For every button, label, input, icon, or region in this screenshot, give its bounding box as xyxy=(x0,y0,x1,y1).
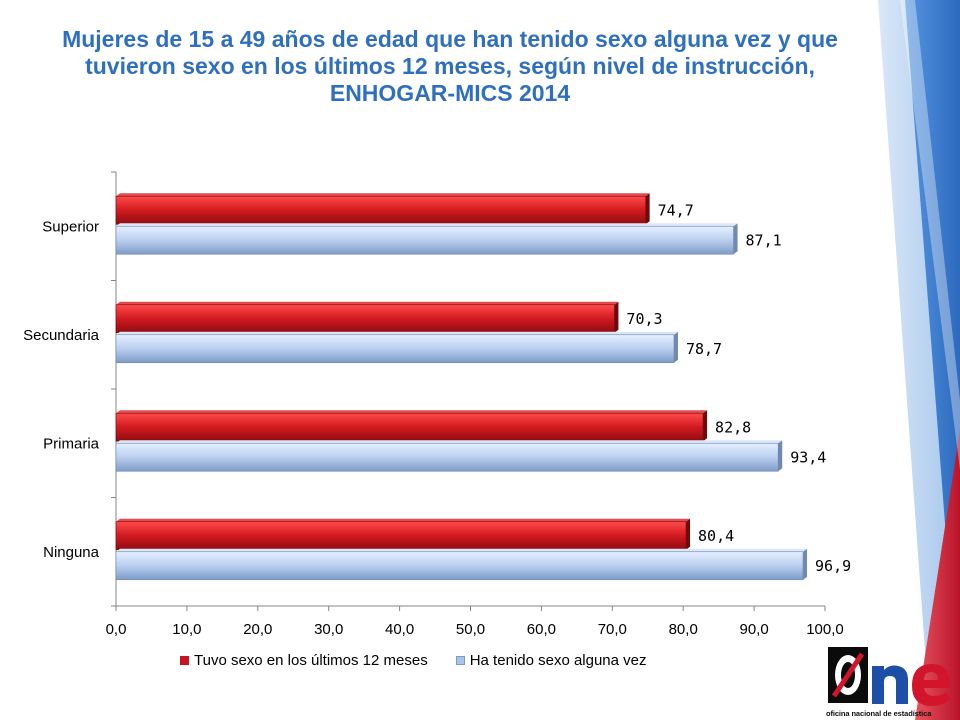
data-label: 74,7 xyxy=(658,201,694,219)
bar-top xyxy=(116,193,650,197)
bar-depth xyxy=(614,301,619,333)
legend-label: Tuvo sexo en los últimos 12 meses xyxy=(194,652,428,669)
bar-ha-tenido-sexo xyxy=(115,334,675,364)
data-label: 87,1 xyxy=(746,231,782,249)
x-tick-label: 60,0 xyxy=(527,621,556,638)
logo-caption: oficina nacional de estadística xyxy=(826,709,932,718)
bar-depth xyxy=(645,193,650,225)
data-label: 93,4 xyxy=(790,448,826,466)
x-tick-label: 90,0 xyxy=(739,621,768,638)
x-tick-label: 70,0 xyxy=(598,621,627,638)
bar-top xyxy=(116,410,708,414)
bar-tuvo-sexo-12-meses xyxy=(115,412,704,442)
category-label: Superior xyxy=(42,218,99,235)
legend-label: Ha tenido sexo alguna vez xyxy=(469,652,647,669)
x-tick-label: 30,0 xyxy=(314,621,343,638)
bar-tuvo-sexo-12-meses xyxy=(115,195,646,225)
plot-area: 0,0 10,0 20,0 30,0 40,0 50,0 60,0 70,0 80,0 90,0 1… xyxy=(23,171,851,638)
bar-depth xyxy=(733,223,738,255)
x-tick-label: 80,0 xyxy=(669,621,698,638)
category-label: Primaria xyxy=(43,435,99,452)
bar-top xyxy=(116,440,783,444)
data-label: 78,7 xyxy=(686,340,722,358)
legend-item-series-1: Tuvo sexo en los últimos 12 meses xyxy=(180,652,428,669)
bar-top xyxy=(116,223,738,227)
bar-depth xyxy=(778,440,783,472)
data-label: 96,9 xyxy=(815,557,851,575)
legend: Tuvo sexo en los últimos 12 meses Ha ten… xyxy=(180,652,647,669)
bar-ha-tenido-sexo xyxy=(115,442,779,472)
x-tick-label: 40,0 xyxy=(385,621,414,638)
x-tick-label: 10,0 xyxy=(172,621,201,638)
x-tick-label: 20,0 xyxy=(243,621,272,638)
bar-depth xyxy=(703,410,708,442)
bar-ha-tenido-sexo xyxy=(115,225,734,255)
bar-top xyxy=(116,518,691,522)
legend-item-series-2: Ha tenido sexo alguna vez xyxy=(455,652,647,669)
chart-title: Mujeres de 15 a 49 años de edad que han … xyxy=(62,26,838,106)
bar-top xyxy=(116,301,619,305)
bar-depth xyxy=(686,518,691,550)
x-tick-label: 100,0 xyxy=(806,621,844,638)
category-label: Ninguna xyxy=(43,544,100,561)
data-label: 82,8 xyxy=(715,418,751,436)
decorative-stripes xyxy=(878,0,960,720)
bar-ha-tenido-sexo xyxy=(115,551,804,581)
bar-depth xyxy=(803,548,808,580)
legend-swatch-red xyxy=(180,656,189,665)
bar-top xyxy=(116,548,808,552)
x-tick-label: 50,0 xyxy=(456,621,485,638)
data-label: 70,3 xyxy=(626,310,662,328)
one-logo-icon xyxy=(828,647,951,706)
category-label: Secundaria xyxy=(23,327,100,344)
bar-tuvo-sexo-12-meses xyxy=(115,521,687,551)
legend-swatch-blue xyxy=(455,656,465,665)
x-tick-label: 0,0 xyxy=(106,621,127,638)
data-label: 80,4 xyxy=(698,527,734,545)
bar-depth xyxy=(673,331,678,363)
bar-tuvo-sexo-12-meses xyxy=(115,304,615,334)
bar-top xyxy=(116,331,678,335)
